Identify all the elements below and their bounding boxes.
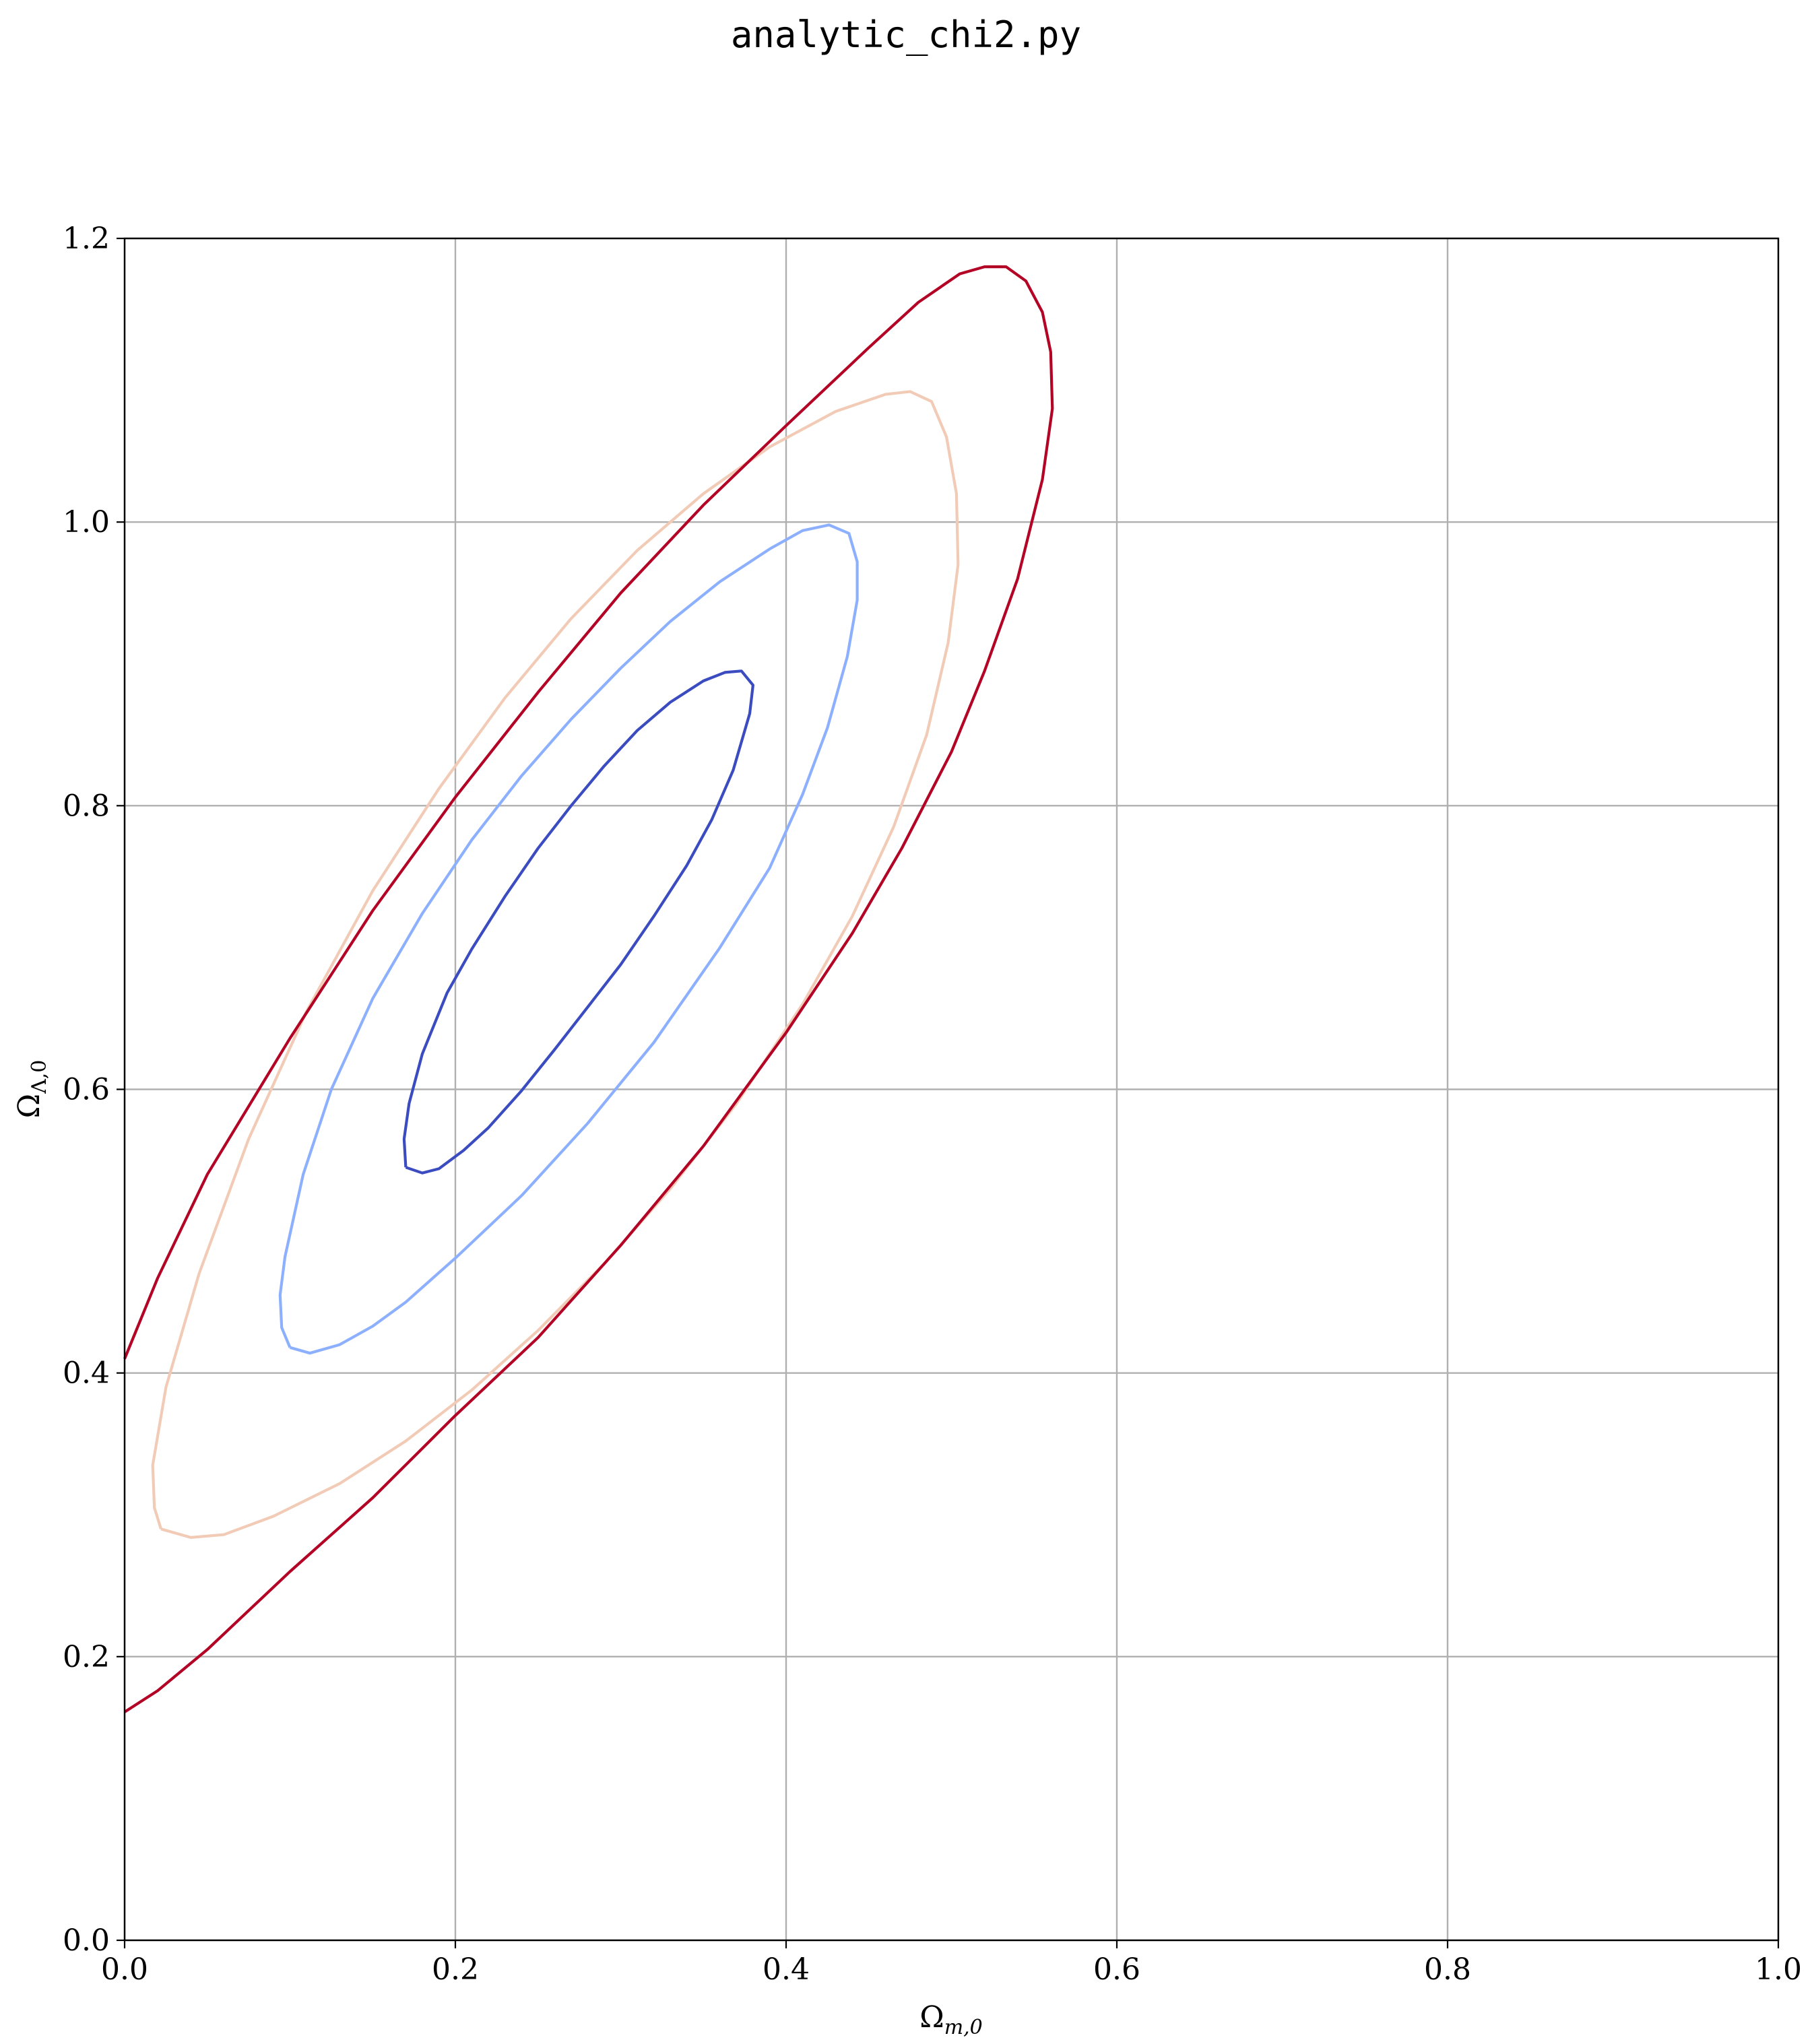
contour-level-4	[123, 265, 1054, 1713]
contour-level-1	[402, 669, 755, 1175]
y-tick-label: 0.0	[63, 1923, 110, 1958]
contour-lines	[123, 265, 1054, 1713]
x-tick-label: 0.6	[1093, 1952, 1140, 1987]
y-tick-label: 0.6	[63, 1073, 110, 1107]
y-tick-label: 0.8	[63, 789, 110, 823]
y-tick-label: 0.4	[63, 1356, 110, 1391]
y-axis-label-subscript: Λ,0	[28, 1060, 51, 1094]
chart-title: analytic_chi2.py	[731, 13, 1081, 56]
y-tick-label: 1.0	[63, 505, 110, 539]
x-tick-label: 1.0	[1755, 1952, 1802, 1987]
y-tick-label: 1.2	[63, 222, 110, 256]
x-axis-ticks: 0.0 0.2 0.4 0.6 0.8 1.0	[101, 1940, 1802, 1987]
x-tick-label: 0.8	[1424, 1952, 1471, 1987]
y-axis-label: ΩΛ,0	[12, 1060, 51, 1119]
y-axis-ticks: 0.0 0.2 0.4 0.6 0.8 1.0 1.2	[63, 222, 125, 1958]
x-axis-label: Ωm,0	[919, 2000, 983, 2039]
x-axis-label-subscript: m,0	[944, 2016, 983, 2039]
y-tick-label: 0.2	[63, 1640, 110, 1674]
contour-level-2	[278, 523, 859, 1355]
x-tick-label: 0.0	[101, 1952, 148, 1987]
x-tick-label: 0.2	[432, 1952, 479, 1987]
x-tick-label: 0.4	[763, 1952, 810, 1987]
